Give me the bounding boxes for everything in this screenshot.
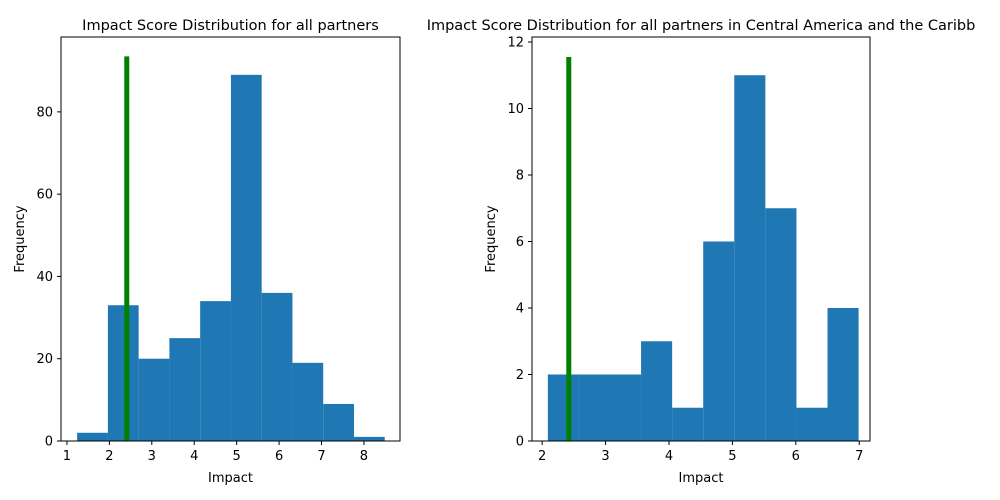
y-tick-label: 20 — [36, 352, 53, 367]
y-tick-label: 60 — [36, 188, 53, 203]
axes-frame — [60, 36, 401, 442]
y-axis-label: Frequency — [13, 205, 28, 272]
chart-title: Impact Score Distribution for all partne… — [82, 18, 379, 34]
bar — [641, 341, 673, 441]
bar — [169, 338, 201, 441]
bar — [261, 292, 293, 441]
bar — [230, 74, 262, 441]
axes-frame — [531, 36, 871, 442]
x-tick-label: 2 — [538, 449, 546, 464]
y-tick-label: 40 — [36, 270, 53, 285]
bar — [200, 301, 231, 441]
y-tick-label: 80 — [36, 105, 53, 120]
y-tick-label: 0 — [45, 435, 53, 450]
x-tick-label: 5 — [233, 449, 241, 464]
x-tick-label: 4 — [190, 449, 198, 464]
bar — [796, 407, 828, 441]
bar — [292, 362, 324, 441]
bar — [323, 403, 354, 441]
x-tick-label: 1 — [63, 449, 71, 464]
bar — [353, 436, 385, 441]
x-tick-label: 3 — [148, 449, 156, 464]
bar — [138, 358, 170, 441]
x-axis-label: Impact — [679, 471, 724, 486]
y-tick-label: 4 — [516, 301, 524, 316]
x-tick-label: 6 — [792, 449, 800, 464]
bar — [827, 307, 859, 441]
chart-title: Impact Score Distribution for all partne… — [427, 18, 976, 34]
y-tick-label: 2 — [516, 368, 524, 383]
x-tick-label: 5 — [728, 449, 736, 464]
bar — [107, 305, 139, 441]
bar — [703, 241, 735, 441]
x-tick-label: 2 — [105, 449, 113, 464]
x-tick-label: 7 — [855, 449, 863, 464]
y-tick-label: 10 — [507, 102, 524, 117]
bar — [578, 374, 610, 441]
bar — [765, 208, 797, 441]
x-tick-label: 6 — [275, 449, 283, 464]
bar — [547, 374, 579, 441]
x-axis-label: Impact — [208, 471, 253, 486]
y-tick-label: 8 — [516, 168, 524, 183]
y-axis-label: Frequency — [484, 205, 499, 272]
bar — [77, 432, 108, 441]
x-tick-label: 7 — [317, 449, 325, 464]
y-tick-label: 0 — [516, 435, 524, 450]
bar — [610, 374, 642, 441]
y-tick-label: 6 — [516, 235, 524, 250]
x-tick-label: 4 — [665, 449, 673, 464]
bar — [734, 75, 766, 442]
y-tick-label: 12 — [507, 35, 524, 50]
bar — [672, 407, 704, 441]
x-tick-label: 8 — [360, 449, 368, 464]
x-tick-label: 3 — [601, 449, 609, 464]
